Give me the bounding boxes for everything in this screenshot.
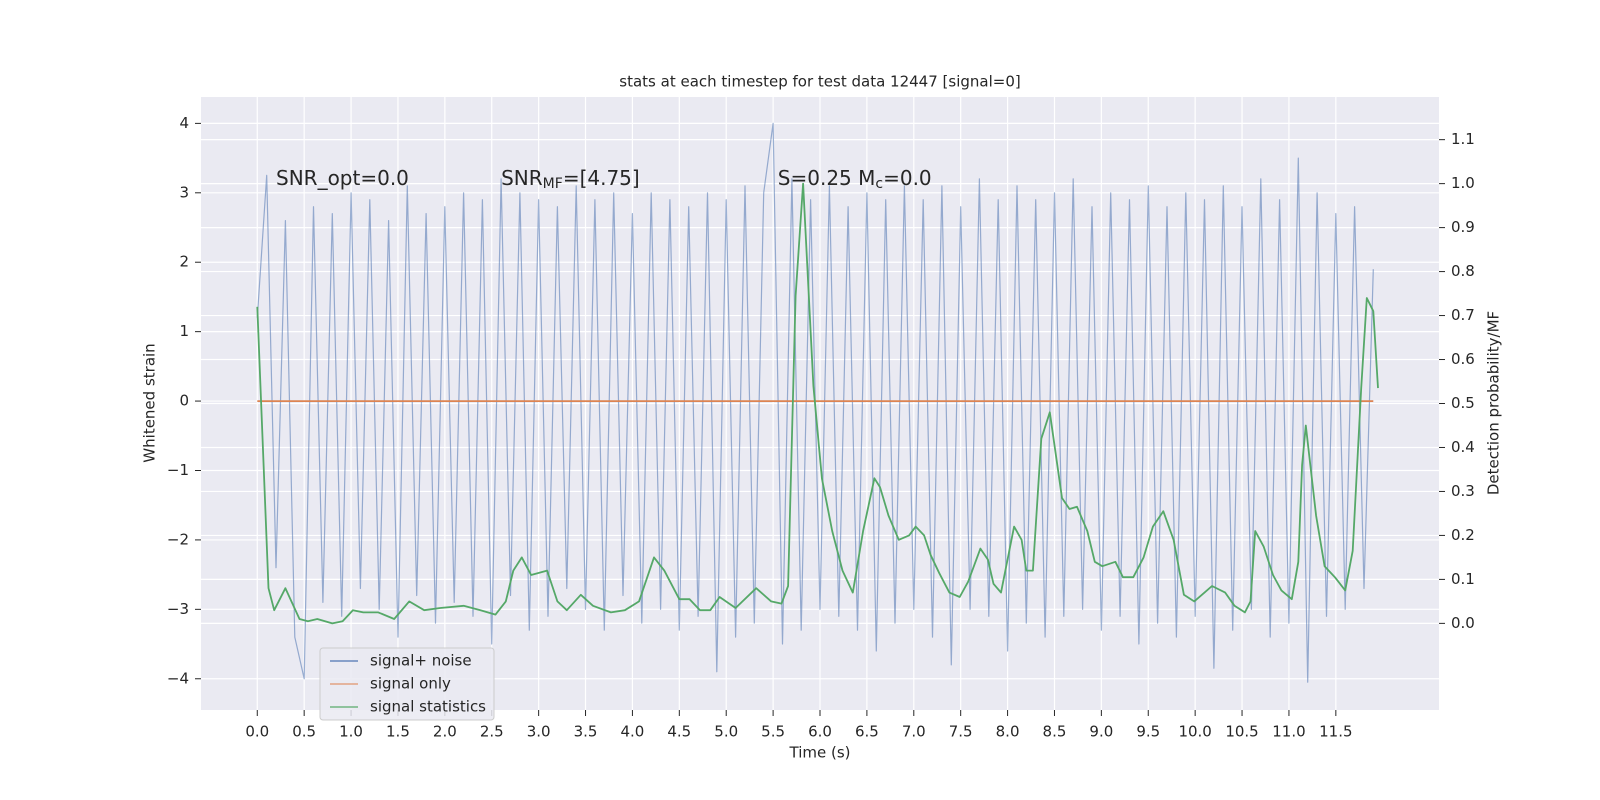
- x-tick-label: 10.5: [1225, 723, 1258, 741]
- chart-title: stats at each timestep for test data 124…: [619, 73, 1020, 91]
- x-tick-label: 11.5: [1319, 723, 1352, 741]
- annotation: S=0.25 Mc=0.0: [778, 165, 932, 192]
- y-tick-label: −1: [167, 461, 189, 479]
- x-tick-label: 0.0: [245, 723, 269, 741]
- y-tick-label: 1: [179, 322, 189, 340]
- y2-axis-label: Detection probability/MF: [1485, 311, 1503, 495]
- y2-tick-label: 0.5: [1451, 394, 1475, 412]
- x-tick-label: 8.5: [1043, 723, 1067, 741]
- x-tick-label: 9.0: [1089, 723, 1113, 741]
- x-tick-label: 3.5: [574, 723, 598, 741]
- y2-tick-label: 0.4: [1451, 438, 1475, 456]
- x-tick-label: 5.5: [761, 723, 785, 741]
- x-tick-label: 0.5: [292, 723, 316, 741]
- x-tick-label: 6.0: [808, 723, 832, 741]
- annotation: SNRMF=[4.75]: [501, 165, 640, 192]
- x-tick-label: 7.0: [902, 723, 926, 741]
- y-tick-label: 0: [179, 392, 189, 410]
- x-tick-label: 2.5: [480, 723, 504, 741]
- y2-tick-label: 0.3: [1451, 482, 1475, 500]
- x-tick-label: 7.5: [949, 723, 973, 741]
- y2-tick-label: 0.0: [1451, 614, 1475, 632]
- annotation-part: S=0.25 M: [778, 165, 876, 189]
- legend-label: signal statistics: [370, 698, 486, 716]
- x-tick-label: 4.0: [620, 723, 644, 741]
- annotation-part: c: [875, 176, 883, 192]
- x-axis-label: Time (s): [789, 744, 851, 762]
- y-tick-label: 4: [179, 114, 189, 132]
- y-tick-label: 2: [179, 253, 189, 271]
- x-tick-label: 9.5: [1136, 723, 1160, 741]
- x-tick-label: 2.0: [433, 723, 457, 741]
- annotation-part: =0.0: [883, 165, 932, 189]
- x-tick-label: 1.5: [386, 723, 410, 741]
- x-tick-label: 8.0: [996, 723, 1020, 741]
- y2-tick-label: 0.8: [1451, 262, 1475, 280]
- x-tick-label: 10.0: [1178, 723, 1211, 741]
- x-tick-label: 1.0: [339, 723, 363, 741]
- y-tick-label: −3: [167, 600, 189, 618]
- legend-label: signal only: [370, 675, 451, 693]
- annotation-part: SNR_opt=0.0: [276, 165, 409, 189]
- annotation: SNR_opt=0.0: [276, 165, 409, 189]
- x-tick-label: 11.0: [1272, 723, 1305, 741]
- legend-box: [319, 647, 495, 721]
- x-tick-label: 3.0: [527, 723, 551, 741]
- y2-tick-label: 0.6: [1451, 350, 1475, 368]
- x-tick-label: 6.5: [855, 723, 879, 741]
- series-line: [256, 182, 1379, 625]
- annotation-part: =[4.75]: [563, 165, 640, 189]
- x-tick-label: 5.0: [714, 723, 738, 741]
- y2-tick-label: 0.9: [1451, 218, 1475, 236]
- legend-label: signal+ noise: [370, 652, 472, 670]
- y2-tick-label: 0.1: [1451, 570, 1475, 588]
- y-tick-label: −2: [167, 530, 189, 548]
- annotation-part: SNR: [501, 165, 543, 189]
- y2-tick-label: 1.0: [1451, 174, 1475, 192]
- y2-tick-label: 0.2: [1451, 526, 1475, 544]
- y2-tick-label: 1.1: [1451, 130, 1475, 148]
- y-tick-label: 3: [179, 183, 189, 201]
- y-tick-label: −4: [167, 669, 189, 687]
- x-tick-label: 4.5: [667, 723, 691, 741]
- y-axis-label: Whitened strain: [141, 343, 159, 462]
- annotation-part: MF: [543, 176, 563, 192]
- y2-tick-label: 0.7: [1451, 306, 1475, 324]
